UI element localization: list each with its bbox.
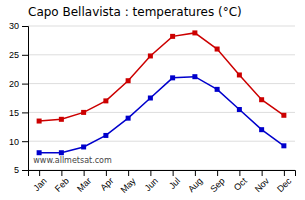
- marker: [126, 116, 131, 121]
- tick-label: 15: [9, 108, 19, 118]
- marker: [259, 97, 264, 102]
- marker: [148, 53, 153, 58]
- marker: [59, 117, 64, 122]
- tick-label: May: [119, 175, 138, 194]
- tick-mark: [217, 170, 218, 176]
- tick-label: Jan: [31, 176, 48, 193]
- marker: [170, 75, 175, 80]
- series: [37, 30, 287, 123]
- axis-line: [29, 171, 296, 177]
- tick-mark: [84, 170, 85, 176]
- tick: Feb: [53, 170, 71, 194]
- line: [39, 33, 284, 121]
- tick: 5: [14, 165, 28, 175]
- tick: Oct: [232, 170, 249, 193]
- grid-line: [28, 141, 295, 142]
- grid-line: [28, 54, 295, 55]
- tick-mark: [22, 26, 28, 27]
- marker: [81, 110, 86, 115]
- annotation: www.allmetsat.com: [33, 156, 112, 165]
- marker: [281, 113, 286, 118]
- tick-label: Feb: [53, 176, 71, 194]
- tick-mark: [22, 170, 28, 171]
- marker: [170, 34, 175, 39]
- tick: Sep: [208, 170, 226, 194]
- tick-label: Nov: [253, 175, 272, 194]
- tick-label: Dec: [275, 175, 294, 194]
- marker: [237, 72, 242, 77]
- tick: Jul: [167, 170, 182, 191]
- tick-mark: [128, 170, 129, 176]
- marker: [103, 98, 108, 103]
- tick: 25: [9, 50, 28, 60]
- plot: 5 10 15 20 25 30 Jan FebMar AprMay Jun Jul AugSep Oc…: [9, 21, 296, 195]
- marker: [192, 74, 197, 79]
- tick-label: Sep: [208, 176, 226, 194]
- tick-mark: [39, 170, 40, 176]
- tick: Jun: [143, 170, 160, 193]
- tick-mark: [284, 170, 285, 176]
- tick: 15: [9, 108, 28, 118]
- tick-label: Apr: [98, 176, 115, 193]
- tick: May: [119, 170, 138, 195]
- marks: [37, 30, 287, 155]
- marker: [81, 144, 86, 149]
- marker: [281, 143, 286, 148]
- tick-mark: [61, 170, 62, 176]
- axis-line: [22, 27, 29, 171]
- grid-line: [28, 112, 295, 113]
- tick-mark: [22, 141, 28, 142]
- tick-mark: [262, 170, 263, 176]
- marker: [103, 133, 108, 138]
- tick-label: Jun: [143, 176, 160, 193]
- line: [39, 77, 284, 153]
- tick: Mar: [75, 170, 93, 194]
- tick-mark: [22, 112, 28, 113]
- tick-label: Jul: [167, 176, 182, 191]
- marker: [37, 150, 42, 155]
- marker: [215, 47, 220, 52]
- tick: 20: [9, 79, 28, 89]
- tick: 30: [9, 21, 28, 31]
- tick: Apr: [98, 170, 115, 193]
- marker: [126, 78, 131, 83]
- series: [37, 74, 287, 155]
- tick-mark: [173, 170, 174, 176]
- grid: [28, 26, 295, 170]
- tick-label: Mar: [75, 176, 93, 194]
- title: Capo Bellavista : temperatures (°C): [28, 5, 242, 19]
- tick-mark: [150, 170, 151, 176]
- x-axis: Jan FebMar AprMay Jun Jul AugSep OctNovDec: [29, 170, 296, 195]
- tick: Aug: [186, 170, 204, 194]
- tick: 10: [9, 137, 28, 147]
- tick-label: Aug: [186, 176, 204, 194]
- grid-line: [28, 26, 295, 27]
- tick-label: 25: [9, 50, 19, 60]
- y-axis: 5 10 15 20 25 30: [9, 21, 29, 175]
- marker: [259, 127, 264, 132]
- tick-mark: [195, 170, 196, 176]
- tick: Jan: [31, 170, 48, 193]
- tick-label: Oct: [232, 175, 249, 192]
- tick-mark: [239, 170, 240, 176]
- tick: Dec: [275, 170, 294, 194]
- marker: [215, 87, 220, 92]
- grid-line: [28, 83, 295, 84]
- tick: Nov: [253, 170, 272, 194]
- chart: Capo Bellavista : temperatures (°C) 5 10 15…: [0, 0, 305, 200]
- marker: [148, 96, 153, 101]
- tick-mark: [22, 55, 28, 56]
- marker: [59, 150, 64, 155]
- tick-label: 5: [14, 165, 19, 175]
- tick-label: 10: [9, 137, 19, 147]
- tick-label: 30: [9, 21, 19, 31]
- tick-mark: [22, 84, 28, 85]
- tick-label: 20: [9, 79, 19, 89]
- marker: [37, 119, 42, 124]
- marker: [192, 30, 197, 35]
- marker: [237, 107, 242, 112]
- tick-mark: [106, 170, 107, 176]
